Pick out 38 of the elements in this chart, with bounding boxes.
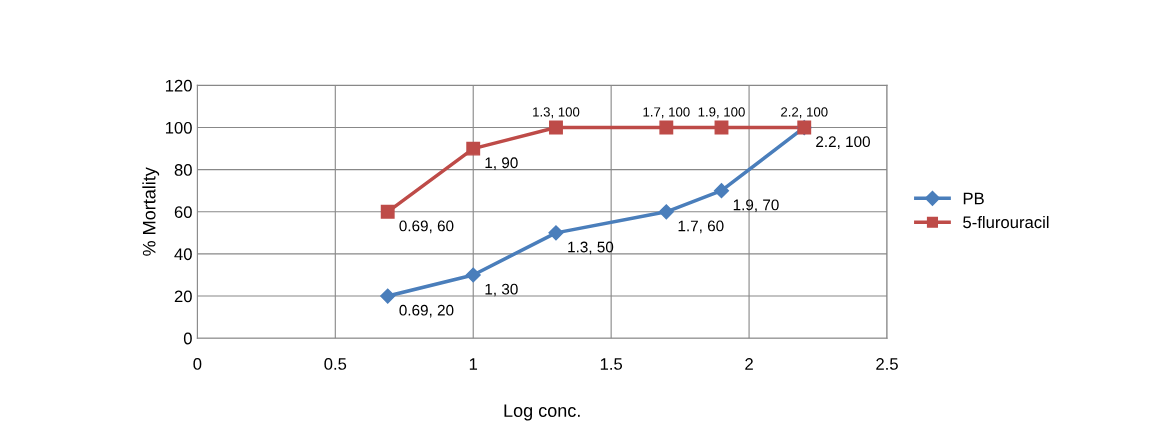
data-label: 1, 30 [485,283,518,297]
x-tick-label: 0 [193,358,202,370]
point [380,204,395,219]
data-label: 1.9, 70 [733,199,779,213]
data-label: 2.2, 100 [816,136,870,149]
data-label: 2.2, 100 [781,107,828,119]
data-label: 1.9, 100 [698,107,745,119]
point [548,225,564,241]
point [466,141,481,156]
point [380,288,396,304]
y-tick-label: 80 [174,164,192,176]
point [549,120,563,135]
data-label: 1, 90 [485,157,518,170]
x-tick-label: 2.5 [876,358,898,370]
y-tick-label: 40 [174,248,192,261]
y-tick-label: 120 [165,79,192,92]
data-label: 0.69, 60 [399,220,454,234]
y-tick-label: 100 [165,121,192,134]
data-label: 1.7, 60 [678,220,724,234]
data-label: 1.3, 100 [533,107,580,119]
point [713,183,730,199]
x-tick-label: 1.5 [600,358,623,370]
y-tick-label: 20 [174,290,192,303]
x-axis-title: Log conc. [504,404,580,421]
x-tick-label: 0.5 [324,358,347,370]
y-axis-title: % Mortality [142,167,160,256]
point [658,204,674,220]
legend-label: PB [963,192,984,205]
data-label: 1.3, 50 [568,241,614,255]
y-tick-label: 0 [183,332,192,345]
y-tick-label: 60 [174,206,192,218]
data-label: 1.7, 100 [643,107,690,119]
x-tick-label: 1 [469,358,478,370]
legend-label: 5-flurouracil [963,215,1049,229]
x-tick-label: 2 [745,358,753,370]
point [465,267,481,283]
data-label: 0.69, 20 [399,304,454,318]
point [659,120,674,135]
